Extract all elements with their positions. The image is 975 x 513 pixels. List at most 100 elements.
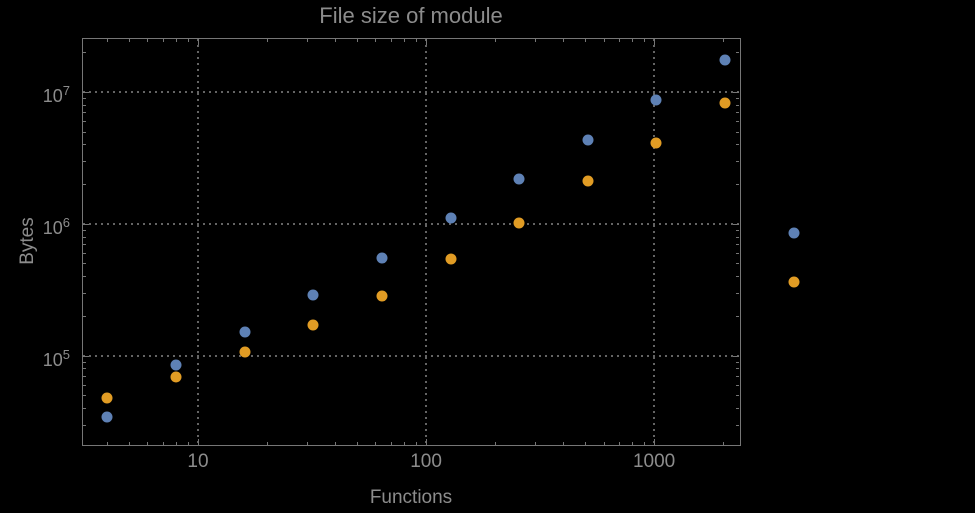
x-tick-mark xyxy=(162,442,164,445)
x-tick-mark xyxy=(375,39,377,42)
data-point-series-2 xyxy=(513,217,525,229)
y-tick-mark xyxy=(736,408,739,410)
y-tick-label: 107 xyxy=(42,82,70,106)
x-tick-mark xyxy=(618,442,620,445)
x-tick-mark xyxy=(643,39,645,42)
data-point-series-2 xyxy=(788,276,800,288)
x-tick-mark xyxy=(585,442,587,445)
x-gridline xyxy=(196,39,199,444)
y-tick-mark xyxy=(83,160,86,162)
x-tick-mark xyxy=(632,442,634,445)
y-gridline xyxy=(83,354,739,357)
y-tick-mark xyxy=(736,160,739,162)
x-tick-mark xyxy=(390,39,392,42)
x-tick-mark xyxy=(147,442,149,445)
data-point-series-2 xyxy=(719,97,731,108)
data-point-series-1 xyxy=(788,227,800,239)
y-tick-mark xyxy=(83,223,89,225)
x-tick-mark xyxy=(426,439,428,445)
data-point-series-2 xyxy=(307,319,319,331)
y-tick-mark xyxy=(83,144,86,146)
x-tick-mark xyxy=(266,39,268,42)
data-point-series-2 xyxy=(582,175,594,187)
x-tick-mark xyxy=(175,442,177,445)
data-point-series-1 xyxy=(650,94,662,106)
y-gridline xyxy=(83,222,739,225)
y-tick-mark xyxy=(736,315,739,317)
y-tick-mark xyxy=(736,144,739,146)
y-tick-mark xyxy=(736,376,739,378)
y-tick-mark xyxy=(83,263,86,265)
y-tick-mark xyxy=(83,229,86,231)
data-point-series-2 xyxy=(101,392,113,404)
y-tick-mark xyxy=(83,121,86,123)
x-tick-mark xyxy=(603,442,605,445)
y-tick-mark xyxy=(83,104,86,106)
data-point-series-1 xyxy=(307,289,319,301)
data-point-series-1 xyxy=(239,326,251,338)
data-point-series-2 xyxy=(445,253,456,265)
x-tick-mark xyxy=(563,39,565,42)
x-tick-mark xyxy=(563,442,565,445)
y-tick-mark xyxy=(736,276,739,278)
y-tick-mark xyxy=(83,361,86,363)
x-tick-mark xyxy=(335,39,337,42)
y-tick-mark xyxy=(736,361,739,363)
y-tick-label: 105 xyxy=(42,346,70,370)
y-gridline xyxy=(83,90,739,93)
y-tick-mark xyxy=(736,97,739,99)
data-point-series-1 xyxy=(719,54,731,66)
y-tick-mark xyxy=(736,368,739,370)
y-tick-mark xyxy=(83,292,86,294)
x-tick-mark xyxy=(107,39,109,42)
y-tick-mark xyxy=(736,384,739,386)
data-point-series-2 xyxy=(170,371,182,383)
x-tick-mark xyxy=(357,39,359,42)
y-tick-mark xyxy=(83,395,86,397)
x-tick-mark xyxy=(643,442,645,445)
x-gridline xyxy=(425,39,428,444)
x-tick-mark xyxy=(494,442,496,445)
x-tick-mark xyxy=(534,39,536,42)
x-tick-mark xyxy=(426,39,428,45)
y-tick-mark xyxy=(83,315,86,317)
x-tick-label: 10 xyxy=(187,451,209,472)
y-tick-mark xyxy=(736,424,739,426)
y-tick-mark xyxy=(736,52,739,54)
x-tick-mark xyxy=(197,39,199,45)
x-tick-mark xyxy=(654,439,656,445)
x-tick-mark xyxy=(603,39,605,42)
data-point-series-1 xyxy=(582,134,594,146)
x-tick-mark xyxy=(162,39,164,42)
x-tick-mark xyxy=(306,39,308,42)
x-tick-mark xyxy=(618,39,620,42)
x-tick-mark xyxy=(654,39,656,45)
y-tick-mark xyxy=(736,252,739,254)
x-tick-mark xyxy=(722,39,724,42)
x-axis-label: Functions xyxy=(369,487,453,508)
y-tick-mark xyxy=(83,424,86,426)
x-tick-label: 100 xyxy=(410,451,442,472)
y-tick-mark xyxy=(736,104,739,106)
x-tick-mark xyxy=(175,39,177,42)
plot-frame xyxy=(82,38,741,446)
y-tick-mark xyxy=(736,395,739,397)
x-tick-mark xyxy=(585,39,587,42)
y-tick-mark xyxy=(733,223,739,225)
y-tick-mark xyxy=(736,121,739,123)
x-tick-mark xyxy=(107,442,109,445)
x-tick-mark xyxy=(266,442,268,445)
data-point-series-2 xyxy=(376,290,388,302)
y-tick-mark xyxy=(83,376,86,378)
x-tick-mark xyxy=(147,39,149,42)
y-tick-mark xyxy=(736,244,739,246)
y-tick-mark xyxy=(83,384,86,386)
data-point-series-1 xyxy=(101,411,113,423)
y-tick-mark xyxy=(83,131,86,133)
x-tick-mark xyxy=(187,442,189,445)
y-tick-mark xyxy=(83,408,86,410)
data-point-series-1 xyxy=(445,212,456,224)
x-tick-mark xyxy=(494,39,496,42)
y-tick-mark xyxy=(736,236,739,238)
data-point-series-1 xyxy=(513,173,525,185)
